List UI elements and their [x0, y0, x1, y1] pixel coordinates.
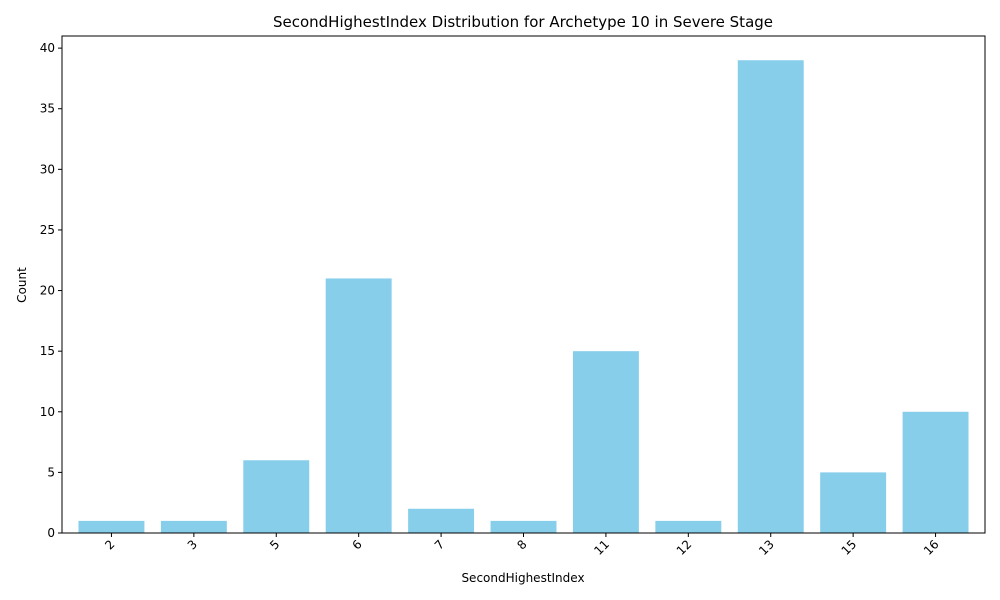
x-tick-label: 15	[839, 537, 860, 558]
x-tick-label: 11	[591, 537, 612, 558]
y-tick-label: 40	[40, 41, 55, 55]
bar-16	[902, 411, 969, 533]
plot-frame	[61, 35, 986, 534]
x-tick-label: 7	[432, 537, 447, 552]
bar-3	[160, 520, 227, 533]
bar-6	[325, 278, 392, 533]
y-tick-label: 20	[40, 284, 55, 298]
bar-2	[78, 520, 145, 533]
y-axis-label: Count	[15, 267, 29, 303]
chart-title: SecondHighestIndex Distribution for Arch…	[273, 13, 773, 31]
bar-8	[490, 520, 557, 533]
x-tick-label: 12	[674, 537, 695, 558]
y-tick-label: 5	[47, 465, 55, 479]
x-axis-label: SecondHighestIndex	[461, 571, 584, 585]
x-tick-label: 13	[756, 537, 777, 558]
x-axis: 2 3 5 6 7 8 11 12 13 15 16	[102, 533, 942, 558]
y-tick-label: 35	[40, 102, 55, 116]
bar-15	[820, 472, 887, 533]
bar-11	[572, 351, 639, 533]
y-tick-label: 10	[40, 405, 55, 419]
bar-7	[408, 508, 475, 533]
x-tick-label: 8	[514, 537, 529, 552]
bar-5	[243, 460, 310, 533]
y-tick-label: 25	[40, 223, 55, 237]
x-tick-label: 5	[267, 537, 282, 552]
y-tick-label: 30	[40, 162, 55, 176]
y-tick-label: 15	[40, 344, 55, 358]
x-tick-label: 6	[349, 537, 364, 552]
bar-13	[737, 60, 804, 534]
x-tick-label: 16	[921, 537, 942, 558]
y-tick-label: 0	[47, 526, 55, 540]
bars-group	[78, 60, 969, 534]
x-tick-label: 2	[102, 537, 117, 552]
y-axis: 0 5 10 15 20 25 30 35 40	[40, 41, 62, 540]
bar-12	[655, 520, 722, 533]
x-tick-label: 3	[185, 537, 200, 552]
